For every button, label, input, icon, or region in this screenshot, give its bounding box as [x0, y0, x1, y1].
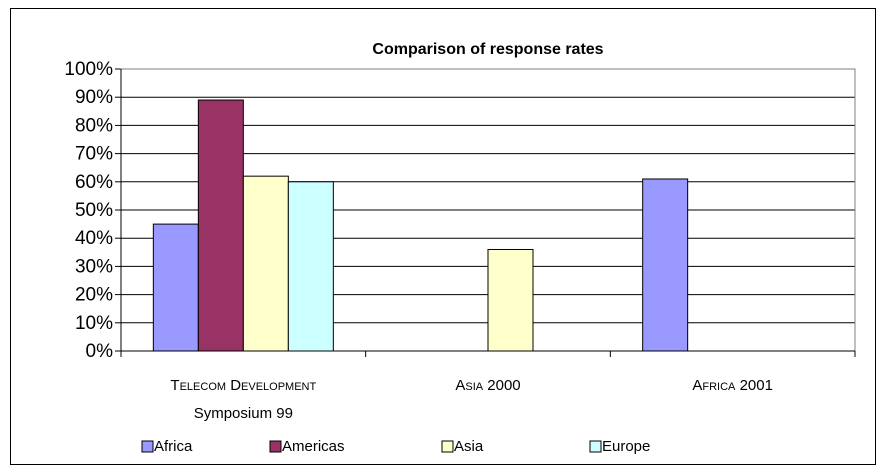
- legend-swatch: [441, 440, 454, 453]
- bar[interactable]: [287, 181, 334, 352]
- y-tick-label: 10%: [75, 313, 113, 334]
- x-tick-label: Africa 2001: [692, 377, 773, 394]
- y-tick-label: 20%: [75, 285, 113, 306]
- x-tick-label: Asia 2000: [455, 377, 520, 394]
- legend-swatch: [141, 440, 154, 453]
- legend-label: Africa: [154, 438, 193, 455]
- chart-title: Comparison of response rates: [372, 41, 603, 58]
- x-tick-label: Telecom Development: [170, 377, 316, 394]
- y-tick-label: 100%: [64, 59, 113, 80]
- bar[interactable]: [242, 175, 289, 352]
- bar[interactable]: [642, 178, 689, 352]
- y-tick-label: 90%: [75, 87, 113, 108]
- y-tick-label: 60%: [75, 172, 113, 193]
- y-tick-label: 70%: [75, 144, 113, 165]
- bar-chart: Comparison of response rates 0% 10% 20% 30% 4…: [64, 41, 856, 455]
- legend-label: Europe: [602, 438, 650, 455]
- legend-label: Asia: [454, 438, 484, 455]
- legend-swatch: [269, 440, 282, 453]
- y-tick-label: 0%: [86, 341, 114, 362]
- bar[interactable]: [152, 223, 199, 352]
- y-tick-label: 40%: [75, 228, 113, 249]
- legend-swatch: [589, 440, 602, 453]
- chart-frame: Comparison of response rates 0% 10% 20% 30% 4…: [10, 8, 876, 465]
- y-tick-label: 50%: [75, 200, 113, 221]
- y-tick-label: 80%: [75, 115, 113, 136]
- x-tick-label: Symposium 99: [194, 405, 293, 422]
- bar[interactable]: [197, 99, 244, 352]
- y-tick-label: 30%: [75, 256, 113, 277]
- bar[interactable]: [487, 248, 534, 352]
- legend-label: Americas: [282, 438, 345, 455]
